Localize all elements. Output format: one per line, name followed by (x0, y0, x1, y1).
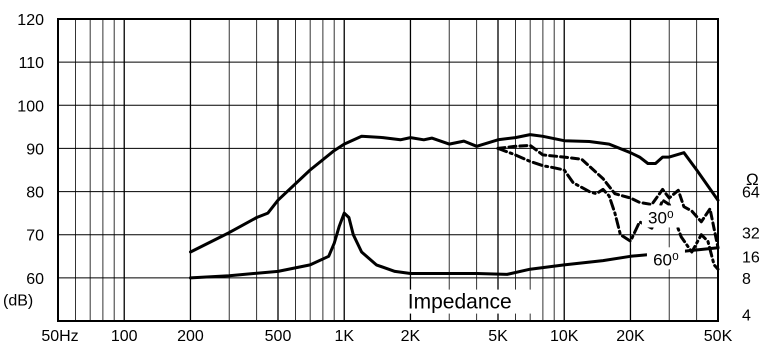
y-tick-label: 120 (17, 12, 44, 29)
x-tick-label: 20K (616, 328, 645, 345)
angle-label-background (641, 205, 680, 228)
y-tick-label: 80 (26, 185, 44, 202)
right-tick-label: 64 (742, 185, 760, 202)
y-tick-label: 60 (26, 271, 44, 288)
right-tick-label: 32 (742, 226, 760, 243)
angle-label-background (646, 247, 685, 270)
y-tick-label: 90 (26, 141, 44, 158)
annotations: 30⁰ 60⁰ Impedance (385, 205, 685, 314)
x-tick-label: 10K (550, 328, 579, 345)
angle-label: 60⁰ (653, 250, 679, 269)
series-line-response-1 (189, 133, 720, 254)
x-tick-label: 100 (111, 328, 138, 345)
plot-frame (57, 18, 719, 322)
impedance-label-background (385, 289, 534, 314)
x-tick-label: 50Hz (41, 328, 78, 345)
x-tick-label: 1K (334, 328, 354, 345)
x-tick-label: 500 (265, 328, 292, 345)
x-tick-label: 5K (488, 328, 508, 345)
y-tick-label: 110 (18, 55, 44, 72)
right-tick-label: 16 (742, 249, 760, 266)
angle-label: 30⁰ (648, 208, 674, 227)
right-tick-label: 4 (742, 308, 751, 325)
right-tick-label: 8 (742, 271, 751, 288)
curves (189, 133, 720, 280)
right-axis-unit: Ω (746, 170, 759, 189)
y-tick-label: 70 (26, 228, 44, 245)
series-line-60 (496, 146, 720, 271)
y-tick-label: 100 (17, 98, 44, 115)
x-tick-label: 200 (177, 328, 204, 345)
y-axis-unit-label: (dB) (3, 292, 33, 309)
x-tick-label: 50K (704, 328, 733, 345)
grid-lines (58, 19, 718, 321)
x-tick-label: 2K (401, 328, 421, 345)
series-line-30 (496, 143, 720, 250)
series-line-impedance (189, 211, 720, 280)
axis-labels: 50Hz 100 200 500 1K 2K 5K 10K 20K 50K 120 110 100 90 8… (3, 12, 760, 345)
impedance-label: Impedance (408, 291, 512, 314)
